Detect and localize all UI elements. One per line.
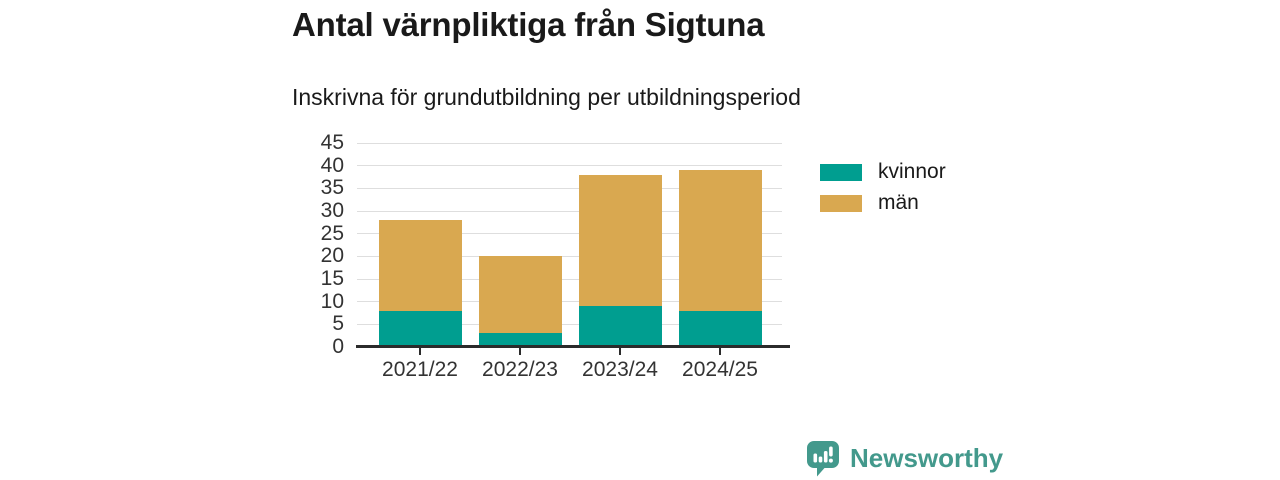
bar-segment-män-2024/25 xyxy=(678,170,762,311)
x-axis-tick-2024/25 xyxy=(719,348,721,355)
x-axis-line xyxy=(356,345,790,348)
gridline-y-40 xyxy=(357,165,782,167)
x-axis-tick-2022/23 xyxy=(519,348,521,355)
x-axis-tick-2023/24 xyxy=(619,348,621,355)
legend-swatch-kvinnor xyxy=(820,164,862,181)
bar-segment-män-2022/23 xyxy=(478,256,562,334)
bar-segment-kvinnor-2024/25 xyxy=(678,310,762,347)
y-axis-tick-label: 10 xyxy=(320,289,344,313)
bar-segment-kvinnor-2023/24 xyxy=(578,306,662,347)
gridline-y-20 xyxy=(357,255,782,257)
x-axis-tick-label: 2021/22 xyxy=(382,358,458,381)
legend-swatch-män xyxy=(820,195,862,212)
x-axis-tick-label: 2023/24 xyxy=(582,358,658,381)
y-axis-tick-label: 25 xyxy=(320,221,344,245)
x-axis-tick-label: 2022/23 xyxy=(482,358,558,381)
chart-subtitle: Inskrivna för grundutbildning per utbild… xyxy=(292,84,801,110)
bar-segment-män-2021/22 xyxy=(378,220,462,311)
x-axis-tick-label: 2024/25 xyxy=(682,358,758,381)
x-axis-tick-2021/22 xyxy=(419,348,421,355)
y-axis-tick-label: 40 xyxy=(320,153,344,177)
gridline-y-30 xyxy=(357,210,782,212)
y-axis-tick-label: 0 xyxy=(332,335,344,358)
brand-footer: Newsworthy xyxy=(806,440,1003,477)
gridline-y-35 xyxy=(357,187,782,189)
gridline-y-45 xyxy=(357,142,782,144)
y-axis-tick-label: 5 xyxy=(332,312,344,336)
y-axis-tick-label: 30 xyxy=(320,199,344,222)
bar-segment-kvinnor-2021/22 xyxy=(378,310,462,347)
gridline-y-10 xyxy=(357,301,782,303)
gridline-y-25 xyxy=(357,233,782,235)
gridline-y-15 xyxy=(357,278,782,280)
newsworthy-logo-icon xyxy=(806,440,840,477)
bar-segment-kvinnor-2022/23 xyxy=(478,333,562,347)
y-axis-tick-label: 45 xyxy=(320,131,344,154)
newsworthy-logo-text: Newsworthy xyxy=(850,443,1004,473)
gridline-y-5 xyxy=(357,323,782,325)
y-axis-tick-label: 15 xyxy=(320,267,344,290)
legend-label: kvinnor xyxy=(878,160,946,183)
legend-label: män xyxy=(878,191,919,214)
chart-title: Antal värnpliktiga från Sigtuna xyxy=(292,6,765,43)
y-axis-tick-label: 20 xyxy=(320,244,344,268)
bar-segment-män-2023/24 xyxy=(578,174,662,307)
y-axis-tick-label: 35 xyxy=(320,176,344,200)
